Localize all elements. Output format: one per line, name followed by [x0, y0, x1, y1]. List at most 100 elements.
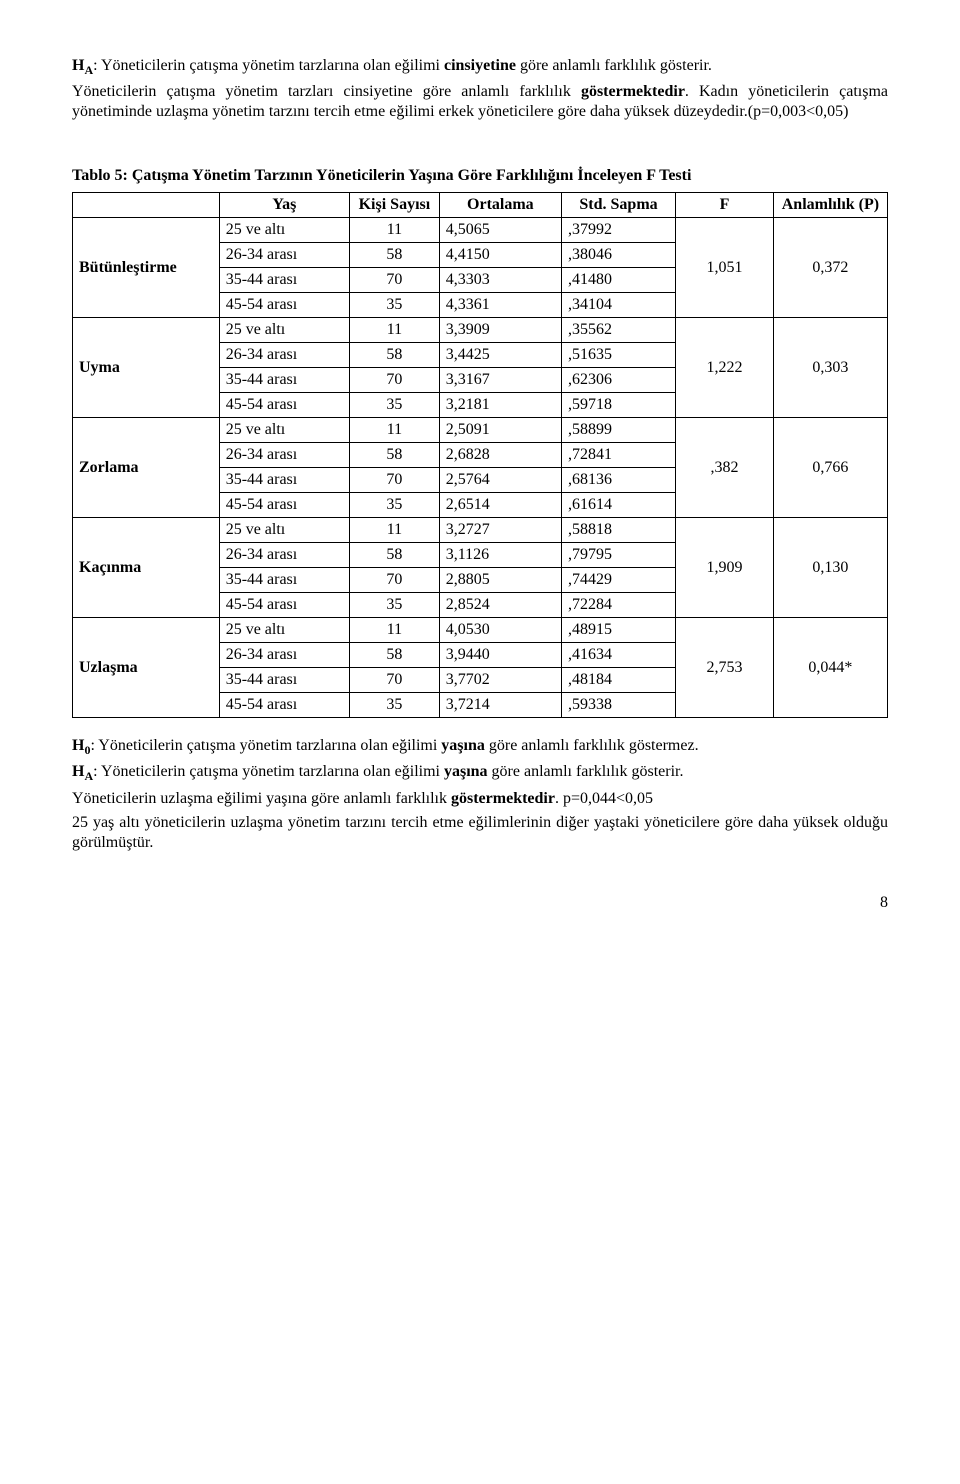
- th-yas: Yaş: [219, 193, 349, 218]
- cell-std: ,58818: [561, 518, 675, 543]
- intro-text: : Yöneticilerin çatışma yönetim tarzları…: [93, 57, 444, 74]
- intro-tail: göre anlamlı farklılık gösterir.: [516, 57, 712, 74]
- cell-ortalama: 4,0530: [439, 618, 561, 643]
- cell-kisi: 58: [350, 443, 440, 468]
- ha2-tail: göre anlamlı farklılık gösterir.: [488, 763, 684, 780]
- cell-kisi: 58: [350, 543, 440, 568]
- cell-ortalama: 4,4150: [439, 243, 561, 268]
- table-header-row: Yaş Kişi Sayısı Ortalama Std. Sapma F An…: [73, 193, 888, 218]
- cell-ortalama: 2,5764: [439, 468, 561, 493]
- cell-kisi: 58: [350, 643, 440, 668]
- cell-p: 0,130: [773, 518, 887, 618]
- cell-kisi: 11: [350, 218, 440, 243]
- ha2-bold: yaşına: [444, 763, 488, 780]
- intro-bold: cinsiyetine: [444, 57, 516, 74]
- cell-kisi: 70: [350, 668, 440, 693]
- cell-yas: 35-44 arası: [219, 568, 349, 593]
- cell-ortalama: 2,8524: [439, 593, 561, 618]
- outro-h0: H0: Yöneticilerin çatışma yönetim tarzla…: [72, 736, 888, 758]
- cell-kisi: 70: [350, 368, 440, 393]
- cell-ortalama: 4,5065: [439, 218, 561, 243]
- outro-ha: HA: Yöneticilerin çatışma yönetim tarzla…: [72, 762, 888, 784]
- cell-kisi: 35: [350, 393, 440, 418]
- cell-std: ,68136: [561, 468, 675, 493]
- cell-kisi: 58: [350, 243, 440, 268]
- cell-kisi: 58: [350, 343, 440, 368]
- cell-std: ,37992: [561, 218, 675, 243]
- h0-text: : Yöneticilerin çatışma yönetim tarzları…: [90, 737, 441, 754]
- group-name: Kaçınma: [73, 518, 220, 618]
- cell-std: ,62306: [561, 368, 675, 393]
- ha2-text: : Yöneticilerin çatışma yönetim tarzları…: [93, 763, 444, 780]
- group-name: Zorlama: [73, 418, 220, 518]
- cell-yas: 35-44 arası: [219, 668, 349, 693]
- cell-ortalama: 3,7214: [439, 693, 561, 718]
- p3c: . p=0,044<0,05: [555, 790, 653, 807]
- intro2-a: Yöneticilerin çatışma yönetim tarzları c…: [72, 83, 581, 100]
- intro-paragraph-2: Yöneticilerin çatışma yönetim tarzları c…: [72, 82, 888, 122]
- cell-std: ,41480: [561, 268, 675, 293]
- cell-yas: 25 ve altı: [219, 318, 349, 343]
- cell-kisi: 35: [350, 493, 440, 518]
- cell-kisi: 70: [350, 468, 440, 493]
- cell-std: ,72841: [561, 443, 675, 468]
- cell-std: ,48184: [561, 668, 675, 693]
- cell-std: ,48915: [561, 618, 675, 643]
- cell-std: ,41634: [561, 643, 675, 668]
- cell-yas: 35-44 arası: [219, 268, 349, 293]
- cell-ortalama: 3,3167: [439, 368, 561, 393]
- cell-ortalama: 3,7702: [439, 668, 561, 693]
- cell-f: 1,051: [676, 218, 774, 318]
- cell-std: ,51635: [561, 343, 675, 368]
- ha2-label: HA: [72, 763, 93, 780]
- table-row: Uzlaşma25 ve altı114,0530,489152,7530,04…: [73, 618, 888, 643]
- cell-kisi: 70: [350, 268, 440, 293]
- cell-std: ,74429: [561, 568, 675, 593]
- cell-kisi: 35: [350, 293, 440, 318]
- cell-p: 0,766: [773, 418, 887, 518]
- th-f: F: [676, 193, 774, 218]
- th-p: Anlamlılık (P): [773, 193, 887, 218]
- cell-std: ,34104: [561, 293, 675, 318]
- th-kisi: Kişi Sayısı: [350, 193, 440, 218]
- cell-yas: 25 ve altı: [219, 418, 349, 443]
- cell-ortalama: 2,6828: [439, 443, 561, 468]
- cell-yas: 45-54 arası: [219, 293, 349, 318]
- cell-ortalama: 2,5091: [439, 418, 561, 443]
- h0-label: H0: [72, 737, 90, 754]
- cell-f: 1,222: [676, 318, 774, 418]
- table-row: Zorlama25 ve altı112,5091,58899,3820,766: [73, 418, 888, 443]
- p3b: göstermektedir: [451, 790, 555, 807]
- cell-p: 0,303: [773, 318, 887, 418]
- outro-p4: 25 yaş altı yöneticilerin uzlaşma yöneti…: [72, 813, 888, 853]
- th-std: Std. Sapma: [561, 193, 675, 218]
- cell-ortalama: 3,2727: [439, 518, 561, 543]
- group-name: Uzlaşma: [73, 618, 220, 718]
- cell-yas: 25 ve altı: [219, 518, 349, 543]
- cell-yas: 45-54 arası: [219, 393, 349, 418]
- p3a: Yöneticilerin uzlaşma eğilimi yaşına gör…: [72, 790, 451, 807]
- cell-yas: 25 ve altı: [219, 218, 349, 243]
- cell-yas: 25 ve altı: [219, 618, 349, 643]
- cell-ortalama: 3,1126: [439, 543, 561, 568]
- cell-yas: 35-44 arası: [219, 368, 349, 393]
- cell-yas: 26-34 arası: [219, 243, 349, 268]
- cell-std: ,59718: [561, 393, 675, 418]
- outro-p3: Yöneticilerin uzlaşma eğilimi yaşına gör…: [72, 789, 888, 809]
- h0-tail: göre anlamlı farklılık göstermez.: [485, 737, 699, 754]
- anova-table: Yaş Kişi Sayısı Ortalama Std. Sapma F An…: [72, 192, 888, 718]
- cell-yas: 45-54 arası: [219, 493, 349, 518]
- cell-kisi: 11: [350, 618, 440, 643]
- cell-p: 0,044*: [773, 618, 887, 718]
- intro2-b: göstermektedir: [581, 83, 685, 100]
- cell-yas: 26-34 arası: [219, 643, 349, 668]
- cell-kisi: 35: [350, 693, 440, 718]
- table-row: Kaçınma25 ve altı113,2727,588181,9090,13…: [73, 518, 888, 543]
- cell-kisi: 70: [350, 568, 440, 593]
- cell-kisi: 11: [350, 418, 440, 443]
- h0-bold: yaşına: [441, 737, 485, 754]
- cell-ortalama: 3,2181: [439, 393, 561, 418]
- cell-f: 1,909: [676, 518, 774, 618]
- cell-std: ,38046: [561, 243, 675, 268]
- cell-yas: 26-34 arası: [219, 343, 349, 368]
